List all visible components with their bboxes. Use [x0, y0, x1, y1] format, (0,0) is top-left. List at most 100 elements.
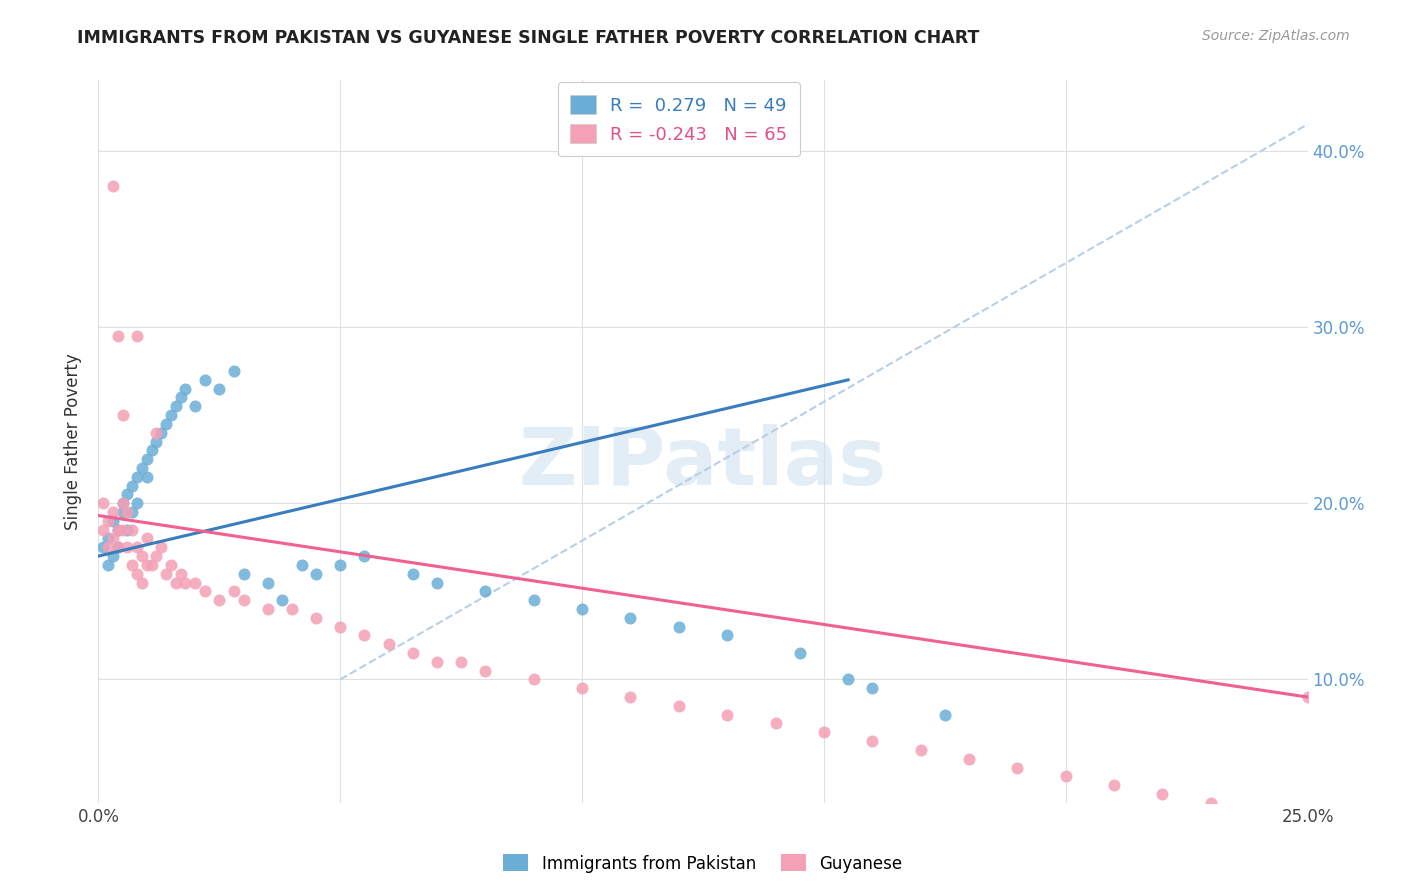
Point — [402, 566, 425, 581]
Point — [127, 566, 149, 581]
Point — [957, 752, 980, 766]
Point — [765, 716, 787, 731]
Point — [222, 584, 245, 599]
Point — [127, 470, 149, 484]
Point — [426, 655, 449, 669]
Point — [117, 487, 139, 501]
Text: IMMIGRANTS FROM PAKISTAN VS GUYANESE SINGLE FATHER POVERTY CORRELATION CHART: IMMIGRANTS FROM PAKISTAN VS GUYANESE SIN… — [77, 29, 980, 46]
Point — [305, 611, 328, 625]
Point — [194, 584, 217, 599]
Point — [150, 541, 173, 555]
Point — [184, 575, 207, 590]
Point — [1102, 778, 1125, 792]
Point — [910, 743, 932, 757]
Point — [121, 558, 143, 572]
Point — [174, 575, 197, 590]
Point — [91, 541, 114, 555]
Point — [117, 505, 139, 519]
Point — [523, 673, 546, 687]
Point — [91, 523, 114, 537]
Point — [150, 425, 173, 440]
Point — [474, 584, 496, 599]
Point — [208, 382, 231, 396]
Point — [131, 575, 153, 590]
Point — [111, 523, 134, 537]
Point — [141, 558, 163, 572]
Point — [571, 602, 593, 616]
Point — [145, 549, 167, 563]
Point — [668, 619, 690, 633]
Text: ZIPatlas: ZIPatlas — [519, 425, 887, 502]
Point — [135, 470, 157, 484]
Point — [107, 541, 129, 555]
Point — [97, 541, 120, 555]
Point — [353, 549, 375, 563]
Point — [91, 496, 114, 510]
Point — [155, 566, 177, 581]
Point — [1199, 796, 1222, 810]
Point — [131, 549, 153, 563]
Point — [256, 602, 278, 616]
Point — [101, 514, 124, 528]
Point — [222, 364, 245, 378]
Point — [232, 593, 254, 607]
Point — [208, 593, 231, 607]
Point — [402, 646, 425, 660]
Point — [97, 514, 120, 528]
Point — [101, 549, 124, 563]
Text: Source: ZipAtlas.com: Source: ZipAtlas.com — [1202, 29, 1350, 43]
Point — [165, 575, 187, 590]
Point — [1249, 805, 1271, 819]
Point — [450, 655, 472, 669]
Point — [169, 566, 191, 581]
Point — [1296, 690, 1319, 704]
Point — [789, 646, 811, 660]
Point — [256, 575, 278, 590]
Legend: Immigrants from Pakistan, Guyanese: Immigrants from Pakistan, Guyanese — [496, 847, 910, 880]
Point — [1152, 787, 1174, 801]
Point — [716, 707, 738, 722]
Point — [107, 541, 129, 555]
Point — [127, 541, 149, 555]
Point — [1007, 760, 1029, 774]
Point — [135, 532, 157, 546]
Point — [131, 461, 153, 475]
Point — [619, 690, 641, 704]
Point — [145, 425, 167, 440]
Point — [668, 698, 690, 713]
Point — [474, 664, 496, 678]
Point — [619, 611, 641, 625]
Point — [135, 558, 157, 572]
Point — [141, 443, 163, 458]
Point — [165, 399, 187, 413]
Point — [353, 628, 375, 642]
Point — [107, 328, 129, 343]
Point — [127, 328, 149, 343]
Point — [101, 505, 124, 519]
Point — [160, 408, 183, 422]
Point — [101, 532, 124, 546]
Point — [329, 558, 352, 572]
Point — [169, 391, 191, 405]
Point — [813, 725, 835, 739]
Point — [716, 628, 738, 642]
Point — [127, 496, 149, 510]
Point — [1054, 769, 1077, 783]
Point — [117, 541, 139, 555]
Point — [107, 523, 129, 537]
Point — [837, 673, 859, 687]
Point — [155, 417, 177, 431]
Point — [281, 602, 304, 616]
Point — [135, 452, 157, 467]
Point — [290, 558, 312, 572]
Point — [523, 593, 546, 607]
Point — [121, 505, 143, 519]
Point — [160, 558, 183, 572]
Point — [571, 681, 593, 696]
Point — [377, 637, 399, 651]
Point — [121, 478, 143, 492]
Point — [232, 566, 254, 581]
Point — [860, 734, 883, 748]
Point — [111, 408, 134, 422]
Point — [107, 523, 129, 537]
